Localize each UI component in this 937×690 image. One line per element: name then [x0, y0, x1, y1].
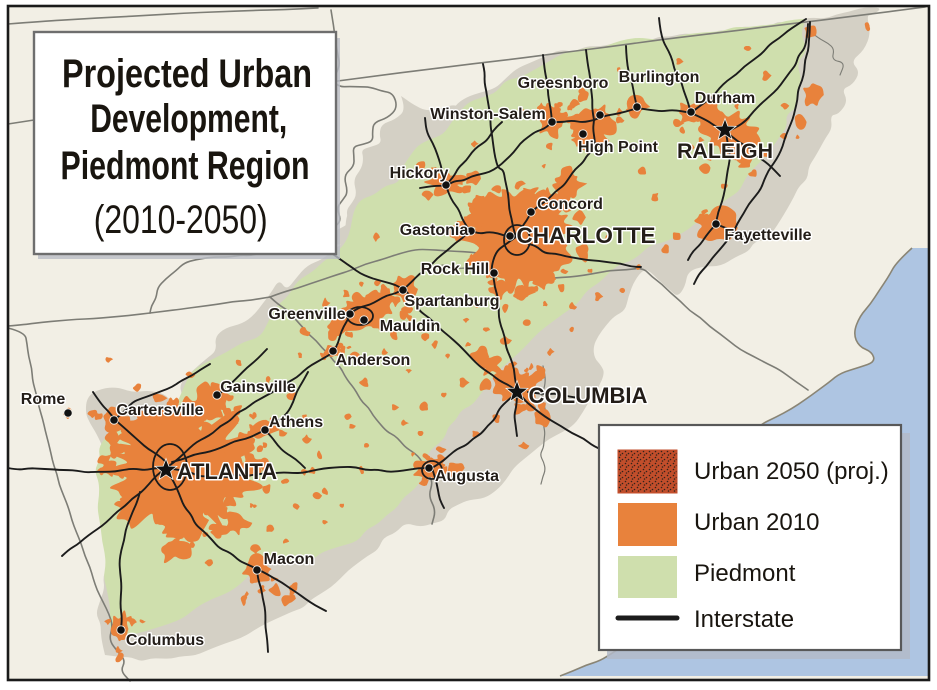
- svg-text:Piedmont Region: Piedmont Region: [61, 144, 310, 188]
- svg-text:Athens: Athens: [269, 414, 323, 431]
- svg-text:Rock Hill: Rock Hill: [421, 261, 489, 278]
- svg-text:Development,: Development,: [90, 97, 287, 141]
- svg-text:Anderson: Anderson: [336, 352, 411, 369]
- svg-text:Fayetteville: Fayetteville: [724, 227, 811, 244]
- svg-text:ATLANTA: ATLANTA: [177, 459, 277, 484]
- svg-text:Urban 2050 (proj.): Urban 2050 (proj.): [694, 458, 889, 485]
- svg-text:Augusta: Augusta: [435, 468, 499, 485]
- svg-text:Urban 2010: Urban 2010: [694, 509, 819, 536]
- svg-text:Macon: Macon: [264, 551, 315, 568]
- svg-text:Mauldin: Mauldin: [380, 318, 440, 335]
- svg-text:Concord: Concord: [537, 196, 603, 213]
- svg-text:Hickory: Hickory: [390, 165, 449, 182]
- svg-text:High Point: High Point: [578, 139, 659, 156]
- svg-text:Columbus: Columbus: [126, 632, 204, 649]
- svg-text:Interstate: Interstate: [694, 606, 794, 633]
- svg-text:Greenville: Greenville: [268, 306, 345, 323]
- svg-text:Winston-Salem: Winston-Salem: [430, 106, 545, 123]
- svg-text:(2010-2050): (2010-2050): [94, 198, 268, 242]
- svg-text:Cartersville: Cartersville: [116, 402, 203, 419]
- svg-text:Rome: Rome: [21, 391, 66, 408]
- svg-text:Burlington: Burlington: [619, 69, 700, 86]
- svg-text:CHARLOTTE: CHARLOTTE: [517, 223, 656, 248]
- svg-text:Piedmont: Piedmont: [694, 560, 796, 587]
- svg-text:COLUMBIA: COLUMBIA: [529, 383, 648, 408]
- svg-text:Projected Urban: Projected Urban: [62, 52, 312, 96]
- svg-text:Spartanburg: Spartanburg: [404, 293, 499, 310]
- svg-text:RALEIGH: RALEIGH: [677, 140, 773, 163]
- svg-text:Gainsville: Gainsville: [220, 379, 296, 396]
- svg-text:Gastonia: Gastonia: [400, 222, 469, 239]
- svg-text:Greesnboro: Greesnboro: [518, 75, 609, 92]
- svg-text:Durham: Durham: [695, 90, 755, 107]
